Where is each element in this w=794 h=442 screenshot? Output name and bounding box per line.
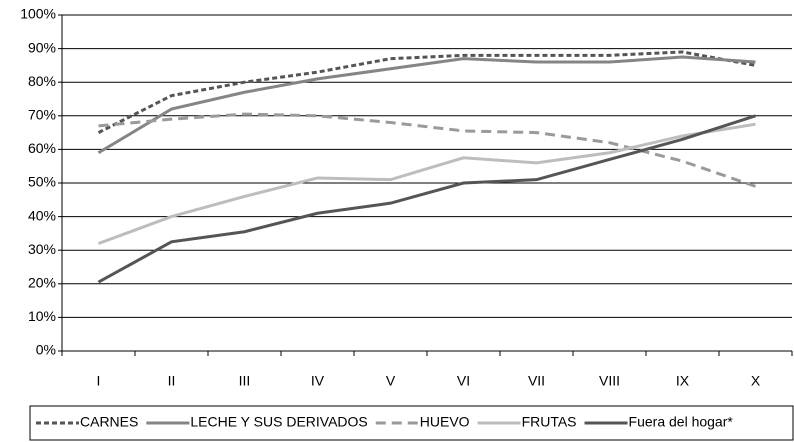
legend-label: LECHE Y SUS DERIVADOS (190, 414, 367, 430)
legend-label: Fuera del hogar* (629, 414, 734, 430)
series-line (97, 122, 756, 245)
y-tick-label: 50% (28, 174, 56, 190)
x-tick-label: III (239, 373, 251, 389)
x-tick-label: V (386, 373, 396, 389)
y-tick-label: 60% (28, 140, 56, 156)
x-tick-label: IV (311, 373, 325, 389)
y-tick-label: 20% (28, 275, 56, 291)
series-line (98, 112, 756, 188)
legend-label: FRUTAS (522, 414, 577, 430)
x-tick-label: IX (676, 373, 690, 389)
legend-label: CARNES (80, 414, 138, 430)
y-tick-label: 70% (28, 107, 56, 123)
x-tick-label: II (168, 373, 176, 389)
x-tick-label: VI (457, 373, 470, 389)
x-tick-label: I (97, 373, 101, 389)
x-tick-label: VII (528, 373, 545, 389)
series-line (97, 55, 756, 155)
y-tick-label: 80% (28, 73, 56, 89)
y-tick-label: 90% (28, 39, 56, 55)
series-line (97, 114, 756, 284)
y-tick-label: 100% (20, 6, 56, 22)
y-tick-label: 0% (36, 342, 56, 358)
series-line (97, 50, 756, 134)
legend-label: HUEVO (420, 414, 470, 430)
x-tick-label: VIII (599, 373, 620, 389)
y-tick-label: 10% (28, 308, 56, 324)
x-tick-label: X (751, 373, 761, 389)
y-tick-label: 30% (28, 241, 56, 257)
legend-box (29, 405, 794, 441)
y-tick-label: 40% (28, 207, 56, 223)
